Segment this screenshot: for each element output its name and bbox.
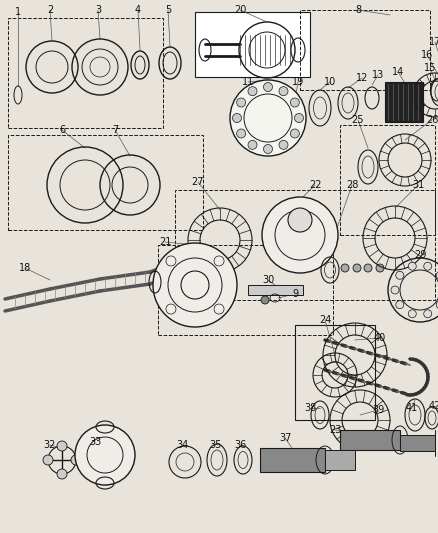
Text: 36: 36 bbox=[234, 440, 246, 450]
Text: 17: 17 bbox=[429, 37, 438, 47]
Text: 38: 38 bbox=[304, 403, 316, 413]
Text: 34: 34 bbox=[176, 440, 188, 450]
Text: 42: 42 bbox=[429, 401, 438, 411]
Text: 3: 3 bbox=[95, 5, 101, 15]
Text: 25: 25 bbox=[352, 115, 364, 125]
Bar bbox=[340, 430, 400, 450]
Bar bbox=[260, 448, 325, 472]
Text: 8: 8 bbox=[355, 5, 361, 15]
Circle shape bbox=[353, 264, 361, 272]
Text: 23: 23 bbox=[329, 425, 341, 435]
Text: 14: 14 bbox=[392, 67, 404, 77]
Text: 22: 22 bbox=[309, 180, 321, 190]
Bar bbox=[400, 435, 435, 451]
Text: 5: 5 bbox=[165, 5, 171, 15]
Text: 24: 24 bbox=[319, 315, 331, 325]
Text: 7: 7 bbox=[112, 125, 118, 135]
Text: 27: 27 bbox=[192, 177, 204, 187]
Bar bbox=[175, 190, 435, 300]
Circle shape bbox=[43, 455, 53, 465]
Circle shape bbox=[57, 469, 67, 479]
Circle shape bbox=[436, 301, 438, 309]
Circle shape bbox=[424, 262, 432, 270]
Bar bbox=[248, 285, 303, 295]
Text: 33: 33 bbox=[89, 437, 101, 447]
Circle shape bbox=[364, 264, 372, 272]
Circle shape bbox=[396, 301, 404, 309]
Circle shape bbox=[290, 98, 299, 107]
Bar bbox=[300, 10, 430, 90]
Circle shape bbox=[264, 144, 272, 154]
Circle shape bbox=[376, 264, 384, 272]
Text: 29: 29 bbox=[414, 250, 426, 260]
Text: 20: 20 bbox=[234, 5, 246, 15]
Circle shape bbox=[294, 114, 304, 123]
Text: 28: 28 bbox=[346, 180, 358, 190]
Text: 1: 1 bbox=[15, 7, 21, 17]
Circle shape bbox=[396, 271, 404, 279]
Text: 10: 10 bbox=[324, 77, 336, 87]
Text: 41: 41 bbox=[406, 403, 418, 413]
Circle shape bbox=[261, 296, 269, 304]
Circle shape bbox=[391, 286, 399, 294]
Bar bbox=[8, 135, 203, 230]
Bar bbox=[340, 125, 435, 235]
Circle shape bbox=[237, 129, 246, 138]
Text: 18: 18 bbox=[19, 263, 31, 273]
Circle shape bbox=[233, 114, 241, 123]
Bar bbox=[158, 245, 333, 335]
Text: 39: 39 bbox=[372, 405, 384, 415]
Circle shape bbox=[279, 140, 288, 149]
Text: 19: 19 bbox=[292, 77, 304, 87]
Circle shape bbox=[279, 87, 288, 95]
Text: 40: 40 bbox=[374, 333, 386, 343]
Circle shape bbox=[248, 87, 257, 95]
Circle shape bbox=[75, 425, 135, 485]
Circle shape bbox=[262, 197, 338, 273]
Text: 31: 31 bbox=[412, 180, 424, 190]
Circle shape bbox=[57, 441, 67, 451]
Circle shape bbox=[248, 140, 257, 149]
Text: 12: 12 bbox=[356, 73, 368, 83]
Text: 35: 35 bbox=[209, 440, 221, 450]
Bar bbox=[295, 325, 375, 420]
Text: 15: 15 bbox=[424, 63, 436, 73]
Text: 37: 37 bbox=[279, 433, 291, 443]
Circle shape bbox=[341, 264, 349, 272]
Text: 2: 2 bbox=[47, 5, 53, 15]
Text: 9: 9 bbox=[292, 289, 298, 299]
Text: 26: 26 bbox=[426, 115, 438, 125]
Circle shape bbox=[71, 455, 81, 465]
Text: 32: 32 bbox=[44, 440, 56, 450]
Text: 6: 6 bbox=[59, 125, 65, 135]
Text: 30: 30 bbox=[262, 275, 274, 285]
Text: 21: 21 bbox=[159, 237, 171, 247]
Circle shape bbox=[153, 243, 237, 327]
Circle shape bbox=[408, 310, 416, 318]
Bar bbox=[325, 450, 355, 470]
Circle shape bbox=[230, 80, 306, 156]
Bar bbox=[8, 18, 163, 128]
Circle shape bbox=[424, 310, 432, 318]
Circle shape bbox=[264, 83, 272, 92]
Bar bbox=[385, 82, 423, 122]
Text: 13: 13 bbox=[372, 70, 384, 80]
Text: 16: 16 bbox=[421, 50, 433, 60]
Circle shape bbox=[290, 129, 299, 138]
Circle shape bbox=[408, 262, 416, 270]
Circle shape bbox=[288, 208, 312, 232]
Text: 11: 11 bbox=[242, 77, 254, 87]
Circle shape bbox=[436, 271, 438, 279]
Bar bbox=[195, 12, 310, 77]
Text: 4: 4 bbox=[135, 5, 141, 15]
Circle shape bbox=[237, 98, 246, 107]
